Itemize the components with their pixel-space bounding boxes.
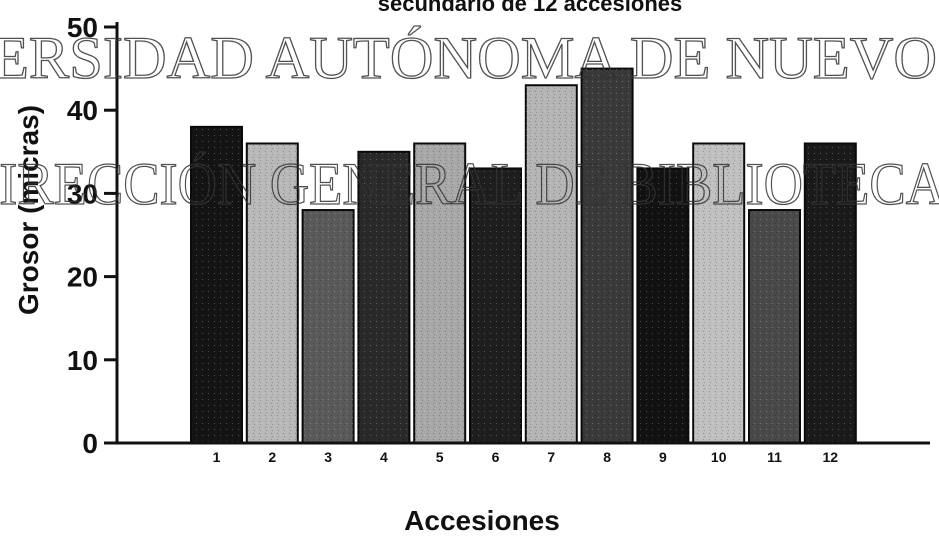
bar-texture-5	[414, 143, 466, 444]
y-axis-label: Grosor (micras)	[13, 105, 44, 315]
bar-texture-6	[470, 168, 521, 443]
y-axis-ticks: 0 10 20 30 40 50	[67, 12, 117, 459]
bar-texture-7	[525, 85, 577, 444]
bar-texture-4	[358, 151, 410, 444]
bar-texture-3	[302, 210, 354, 443]
bar-texture-11	[749, 210, 800, 443]
y-tick-label-30: 30	[67, 178, 98, 209]
x-tick-label-12: 12	[823, 449, 839, 465]
watermark-line-2: DIRECCIÓN GENERAL DE BIBLIOTECA	[0, 151, 939, 217]
bar-texture-12	[804, 143, 856, 444]
x-tick-label-2: 2	[268, 449, 276, 465]
bar-texture-1	[191, 126, 242, 443]
x-tick-label-10: 10	[711, 449, 727, 465]
watermark-line-1: ERSIDAD AUTÓNOMA DE NUEVO	[0, 25, 937, 91]
x-tick-label-1: 1	[213, 449, 221, 465]
x-tick-label-4: 4	[380, 449, 388, 465]
x-tick-label-5: 5	[436, 449, 444, 465]
x-axis-ticks: 1 2 3 4 5 6 7 8 9 10 11 12	[213, 449, 839, 465]
x-axis-label: Accesiones	[404, 505, 560, 536]
x-tick-label-8: 8	[603, 449, 611, 465]
bar-texture-8	[581, 68, 633, 443]
chart-title: secundario de 12 accesiones	[378, 0, 683, 16]
x-tick-label-3: 3	[324, 449, 332, 465]
bar-texture-2	[246, 143, 298, 444]
bar-texture-10	[693, 143, 745, 444]
y-tick-label-0: 0	[82, 428, 98, 459]
x-tick-label-6: 6	[492, 449, 500, 465]
bar-texture-9	[637, 168, 689, 443]
y-tick-label-50: 50	[67, 12, 98, 43]
bars-layer	[190, 67, 857, 445]
y-tick-label-20: 20	[67, 262, 98, 293]
y-tick-label-10: 10	[67, 345, 98, 376]
x-tick-label-11: 11	[767, 449, 782, 465]
x-tick-label-7: 7	[547, 449, 555, 465]
x-tick-label-9: 9	[659, 449, 667, 465]
y-tick-label-40: 40	[67, 95, 98, 126]
